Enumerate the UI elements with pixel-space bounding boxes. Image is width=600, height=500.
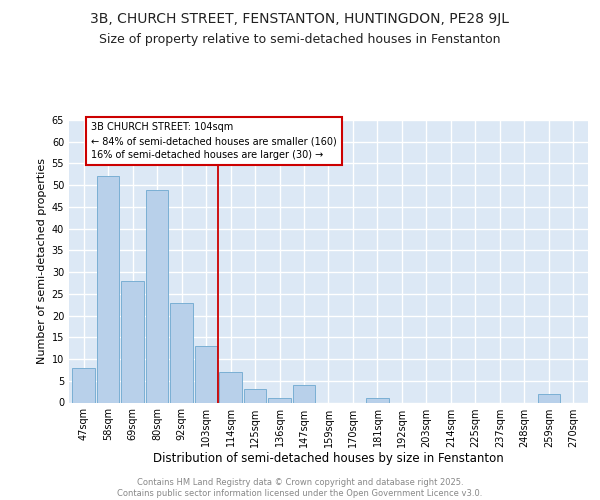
Bar (195, 346, 217, 403)
Text: Contains HM Land Registry data © Crown copyright and database right 2025.
Contai: Contains HM Land Registry data © Crown c… (118, 478, 482, 498)
Bar (538, 394, 560, 402)
X-axis label: Distribution of semi-detached houses by size in Fenstanton: Distribution of semi-detached houses by … (153, 452, 504, 466)
Bar (97, 176, 119, 402)
Bar (220, 372, 242, 402)
Bar (73, 368, 95, 402)
Text: 3B, CHURCH STREET, FENSTANTON, HUNTINGDON, PE28 9JL: 3B, CHURCH STREET, FENSTANTON, HUNTINGDO… (91, 12, 509, 26)
Y-axis label: Number of semi-detached properties: Number of semi-detached properties (37, 158, 47, 364)
Bar (170, 302, 193, 402)
Text: Size of property relative to semi-detached houses in Fenstanton: Size of property relative to semi-detach… (99, 32, 501, 46)
Bar (121, 281, 144, 402)
Bar (244, 390, 266, 402)
Bar (268, 398, 291, 402)
Bar (146, 190, 169, 402)
Bar (366, 398, 389, 402)
Bar (293, 385, 315, 402)
Text: 3B CHURCH STREET: 104sqm
← 84% of semi-detached houses are smaller (160)
16% of : 3B CHURCH STREET: 104sqm ← 84% of semi-d… (91, 122, 337, 160)
